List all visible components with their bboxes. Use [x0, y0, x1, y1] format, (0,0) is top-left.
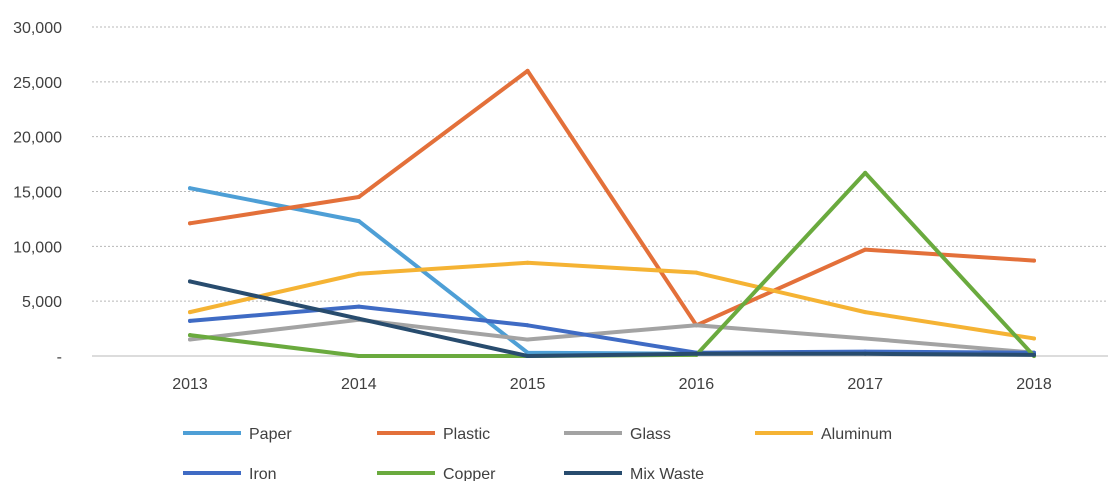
x-tick-label: 2015	[510, 376, 546, 393]
legend-label: Copper	[443, 466, 496, 481]
data-point	[863, 351, 868, 356]
data-point	[356, 304, 361, 309]
data-point	[188, 337, 192, 342]
data-point	[525, 354, 530, 358]
data-point	[356, 194, 361, 199]
legend-item: Paper	[183, 426, 292, 443]
series-line-glass	[188, 317, 1036, 355]
data-point	[188, 310, 192, 315]
data-point	[188, 221, 192, 226]
data-point	[188, 279, 192, 284]
data-point	[525, 260, 530, 265]
legend-item: Glass	[564, 426, 671, 443]
legend-label: Aluminum	[821, 426, 892, 443]
series-line-plastic	[188, 68, 1036, 328]
x-tick-label: 2018	[1016, 376, 1052, 393]
data-point	[188, 318, 192, 323]
data-point	[525, 337, 530, 342]
data-point	[1032, 352, 1036, 357]
data-point	[863, 247, 868, 252]
y-tick-label: 15,000	[13, 185, 62, 202]
legend-item: Iron	[183, 466, 277, 483]
data-point	[188, 186, 192, 191]
x-tick-label: 2017	[847, 376, 883, 393]
y-tick-label: 10,000	[13, 239, 62, 256]
data-point	[356, 316, 361, 321]
legend-label: Mix Waste	[630, 466, 704, 481]
legend-label: Glass	[630, 426, 671, 443]
legend: Paper Plastic Glass Aluminum Iron Copper Mix W…	[183, 426, 892, 483]
series-line-iron	[188, 304, 1036, 355]
x-tick-label: 2014	[341, 376, 377, 393]
gridlines	[92, 26, 1108, 302]
legend-item: Aluminum	[755, 426, 892, 443]
data-point	[356, 271, 361, 276]
legend-label: Iron	[249, 466, 277, 481]
data-point	[525, 68, 530, 73]
y-tick-label: 5,000	[22, 294, 62, 311]
data-point	[525, 323, 530, 328]
data-point	[694, 270, 699, 275]
axes: - 5,000 10,000 15,000 20,000 25,000 30,000 2013…	[13, 20, 1108, 393]
data-point	[1032, 258, 1036, 263]
data-point	[525, 350, 530, 355]
data-point	[356, 219, 361, 224]
y-tick-label: 20,000	[13, 130, 62, 147]
data-point	[188, 333, 192, 338]
data-point	[356, 354, 361, 358]
y-tick-label: -	[57, 349, 62, 366]
data-point	[694, 351, 699, 356]
x-tick-label: 2016	[679, 376, 715, 393]
series-line-aluminum	[188, 260, 1036, 341]
y-tick-label: 25,000	[13, 75, 62, 92]
legend-item: Mix Waste	[564, 466, 704, 483]
data-point	[863, 170, 868, 175]
data-point	[863, 336, 868, 341]
legend-label: Plastic	[443, 426, 490, 443]
x-tick-label: 2013	[172, 376, 208, 393]
series-line-paper	[188, 186, 1036, 356]
data-point	[863, 310, 868, 315]
y-tick-label: 30,000	[13, 20, 62, 37]
legend-item: Plastic	[377, 426, 490, 443]
series-lines	[188, 68, 1036, 358]
series-line-mix-waste	[188, 279, 1036, 358]
legend-item: Copper	[377, 466, 496, 483]
legend-label: Paper	[249, 426, 292, 443]
data-point	[694, 323, 699, 328]
data-point	[1032, 336, 1036, 341]
